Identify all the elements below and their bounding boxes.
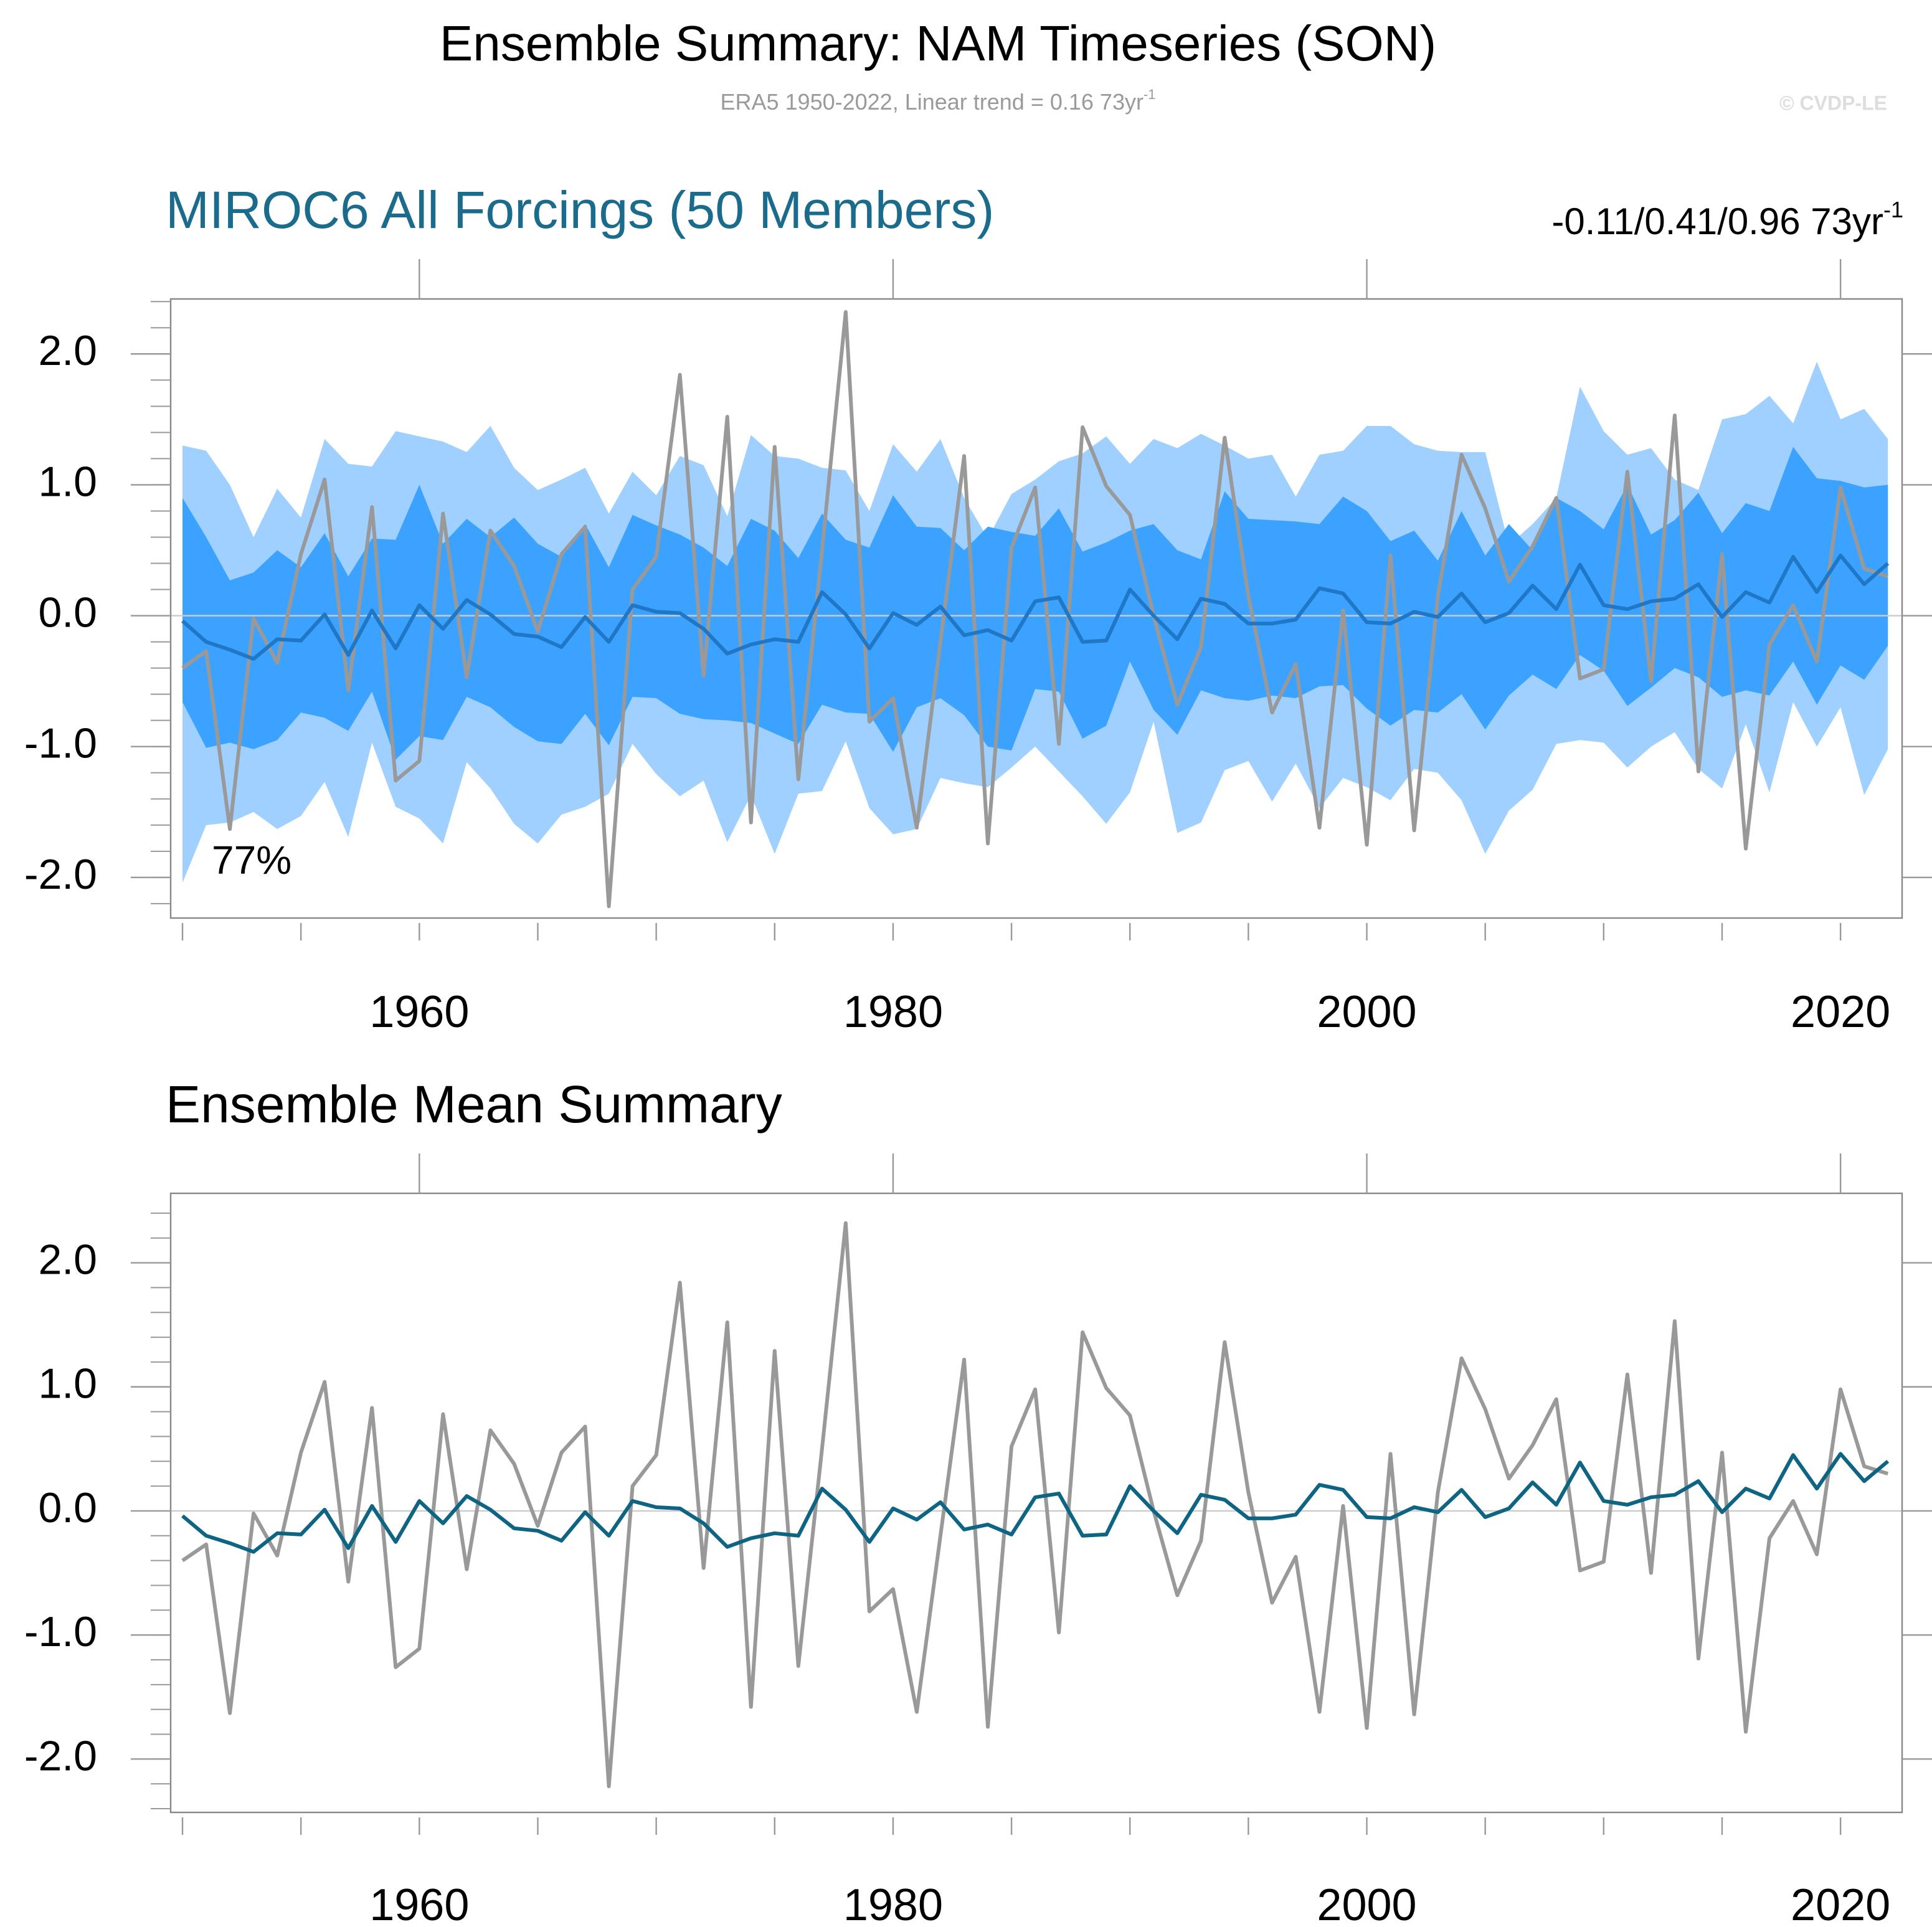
plot-frame bbox=[169, 298, 1903, 919]
x-tick-label: 1960 bbox=[369, 1880, 469, 1927]
y-tick-label: -2.0 bbox=[24, 1732, 97, 1779]
series-line bbox=[181, 553, 1890, 661]
annotation-exponent: -1 bbox=[1883, 197, 1903, 222]
y-tick-label: 1.0 bbox=[38, 1360, 97, 1408]
x-tick-label: 1960 bbox=[369, 987, 469, 1037]
page-subtitle: ERA5 1950-2022, Linear trend = 0.16 73yr… bbox=[720, 87, 1155, 114]
x-tick-label: 2000 bbox=[1317, 987, 1416, 1037]
series-line bbox=[181, 1452, 1890, 1554]
y-tick-label: -1.0 bbox=[24, 720, 97, 767]
x-tick-label: 1980 bbox=[843, 1880, 943, 1927]
chart-annotation: -0.11/0.41/0.96 73yr-1 bbox=[1551, 197, 1903, 242]
y-tick-label: -2.0 bbox=[24, 851, 97, 898]
plot-frame bbox=[169, 1192, 1903, 1814]
y-tick-label: 0.0 bbox=[38, 589, 97, 637]
annotation-text: -0.11/0.41/0.96 73yr bbox=[1551, 201, 1883, 242]
subtitle-exponent: -1 bbox=[1144, 87, 1156, 102]
x-tick-label: 2020 bbox=[1791, 1880, 1890, 1927]
subtitle-text: ERA5 1950-2022, Linear trend = 0.16 73yr bbox=[720, 89, 1143, 115]
x-tick-label: 2000 bbox=[1317, 1880, 1416, 1927]
y-tick-label: 2.0 bbox=[38, 327, 97, 374]
inset-label: 77% bbox=[212, 838, 291, 883]
y-tick-label: 1.0 bbox=[38, 458, 97, 505]
x-tick-label: 2020 bbox=[1791, 987, 1890, 1037]
chart-title: Ensemble Mean Summary bbox=[166, 1075, 782, 1134]
page-title: Ensemble Summary: NAM Timeseries (SON) bbox=[440, 16, 1436, 71]
y-tick-label: -1.0 bbox=[24, 1608, 97, 1655]
y-tick-label: 0.0 bbox=[38, 1484, 97, 1532]
series-line bbox=[181, 1221, 1889, 1789]
y-tick-label: 2.0 bbox=[38, 1236, 97, 1284]
chart-title: MIROC6 All Forcings (50 Members) bbox=[166, 181, 994, 239]
series-line bbox=[181, 310, 1889, 909]
credit: © CVDP-LE bbox=[1779, 92, 1887, 114]
x-tick-label: 1980 bbox=[843, 987, 943, 1037]
